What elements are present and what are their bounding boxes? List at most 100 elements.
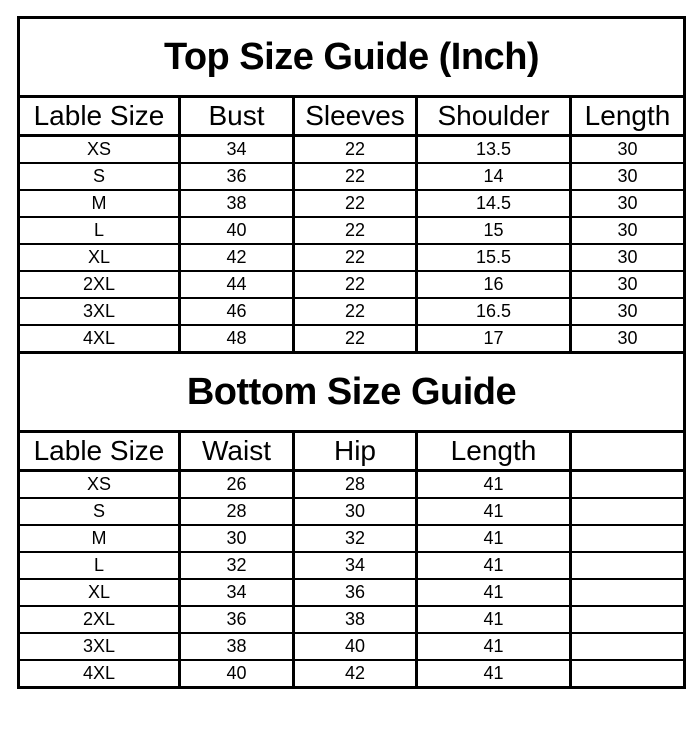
table-cell: 34	[178, 134, 295, 164]
table-row: 2XL 36 38 41	[17, 605, 687, 634]
table-cell: 14	[415, 162, 572, 191]
table-cell	[568, 551, 687, 580]
table-cell: 22	[292, 216, 418, 245]
table-cell: 41	[415, 497, 572, 526]
table-cell	[568, 659, 687, 689]
table-cell: 22	[292, 324, 418, 354]
table-cell: 41	[415, 632, 572, 661]
column-header: Shoulder	[415, 95, 572, 137]
table-cell: M	[17, 524, 181, 553]
table-cell: 44	[178, 270, 295, 299]
column-header: Lable Size	[17, 430, 181, 472]
table-cell	[568, 469, 687, 499]
table-row: 3XL 38 40 41	[17, 632, 687, 661]
table-cell: 30	[178, 524, 295, 553]
table-row: 4XL 40 42 41	[17, 659, 687, 689]
table-cell: 28	[292, 469, 418, 499]
table-cell: 40	[178, 216, 295, 245]
table-cell: 40	[292, 632, 418, 661]
table-cell: 34	[292, 551, 418, 580]
table-cell: 36	[178, 605, 295, 634]
table-cell: 30	[569, 270, 686, 299]
table-cell: S	[17, 162, 181, 191]
table-cell	[568, 578, 687, 607]
table-cell: 22	[292, 189, 418, 218]
table-cell: 4XL	[17, 659, 181, 689]
table-cell: 38	[292, 605, 418, 634]
table-title-row: Top Size Guide (Inch)	[17, 16, 686, 98]
table-title-row: Bottom Size Guide	[16, 351, 687, 433]
table-cell: 17	[415, 324, 572, 354]
table-cell: 15.5	[415, 243, 572, 272]
table-cell: 41	[415, 551, 572, 580]
table-row: 3XL 46 22 16.5 30	[17, 297, 686, 326]
table-cell: 22	[292, 270, 418, 299]
table-cell: 41	[415, 659, 572, 689]
table-cell: 42	[292, 659, 418, 689]
table-cell: 3XL	[17, 632, 181, 661]
table-header-row: Lable Size Bust Sleeves Shoulder Length	[17, 95, 686, 137]
table-cell: 41	[415, 469, 572, 499]
table-cell: 48	[178, 324, 295, 354]
table-cell: 41	[415, 578, 572, 607]
top-table-title: Top Size Guide (Inch)	[17, 16, 686, 98]
bottom-size-table: Bottom Size Guide Lable Size Waist Hip Leng…	[16, 351, 687, 689]
table-row: XL 42 22 15.5 30	[17, 243, 686, 272]
table-cell: 36	[292, 578, 418, 607]
table-cell: 13.5	[415, 134, 572, 164]
table-row: L 40 22 15 30	[17, 216, 686, 245]
table-row: S 28 30 41	[17, 497, 687, 526]
column-header: Length	[569, 95, 686, 137]
table-cell: 30	[569, 243, 686, 272]
bottom-table-title: Bottom Size Guide	[16, 351, 687, 433]
table-cell: XS	[17, 469, 181, 499]
table-cell: 14.5	[415, 189, 572, 218]
table-cell: 2XL	[17, 270, 181, 299]
table-cell: 38	[178, 189, 295, 218]
column-header: Hip	[292, 430, 418, 472]
table-cell: 36	[178, 162, 295, 191]
column-header: Waist	[178, 430, 295, 472]
table-cell: 3XL	[17, 297, 181, 326]
table-cell: 40	[178, 659, 295, 689]
table-row: 2XL 44 22 16 30	[17, 270, 686, 299]
table-row: S 36 22 14 30	[17, 162, 686, 191]
table-cell: 42	[178, 243, 295, 272]
table-cell: 30	[569, 189, 686, 218]
table-cell: XL	[17, 243, 181, 272]
table-row: XS 26 28 41	[17, 469, 687, 499]
table-row: 4XL 48 22 17 30	[17, 324, 686, 354]
size-guide: Top Size Guide (Inch) Lable Size Bust Slee…	[16, 16, 687, 689]
table-row: L 32 34 41	[17, 551, 687, 580]
table-cell: 41	[415, 524, 572, 553]
table-row: XL 34 36 41	[17, 578, 687, 607]
table-cell: 15	[415, 216, 572, 245]
table-cell: 30	[569, 324, 686, 354]
table-cell: M	[17, 189, 181, 218]
table-cell: S	[17, 497, 181, 526]
table-row: XS 34 22 13.5 30	[17, 134, 686, 164]
column-header: Length	[415, 430, 572, 472]
table-cell	[568, 524, 687, 553]
table-cell	[568, 632, 687, 661]
table-cell	[568, 605, 687, 634]
table-cell	[568, 497, 687, 526]
column-header	[568, 430, 687, 472]
table-cell: 30	[569, 162, 686, 191]
table-cell: 28	[178, 497, 295, 526]
table-cell: 22	[292, 162, 418, 191]
table-cell: 32	[178, 551, 295, 580]
table-cell: XL	[17, 578, 181, 607]
table-cell: 22	[292, 243, 418, 272]
top-size-table: Top Size Guide (Inch) Lable Size Bust Slee…	[17, 16, 686, 354]
table-cell: 30	[569, 134, 686, 164]
table-cell: XS	[17, 134, 181, 164]
column-header: Sleeves	[292, 95, 418, 137]
table-cell: 38	[178, 632, 295, 661]
column-header: Lable Size	[17, 95, 181, 137]
table-cell: 22	[292, 134, 418, 164]
table-cell: 16.5	[415, 297, 572, 326]
table-cell: 46	[178, 297, 295, 326]
table-cell: 22	[292, 297, 418, 326]
table-cell: 26	[178, 469, 295, 499]
